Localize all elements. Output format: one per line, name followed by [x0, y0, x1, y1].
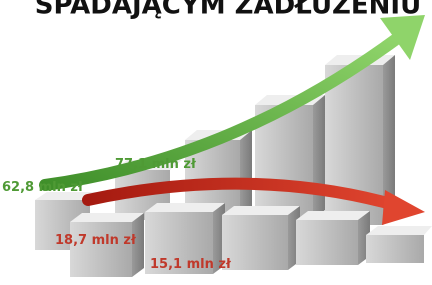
- infographic: SPADAJĄCYM ZADŁUŻENIU 62,8 mln zł 77,1 m…: [0, 0, 432, 285]
- value-label: 15,1 mln zł: [150, 257, 232, 272]
- red-arrowhead: [382, 190, 425, 225]
- value-label: 18,7 mln zł: [55, 233, 137, 248]
- title: SPADAJĄCYM ZADŁUŻENIU: [35, 0, 421, 21]
- value-label: 77,1 mln zł: [115, 157, 197, 172]
- value-label: 62,8 mln zł: [2, 180, 84, 195]
